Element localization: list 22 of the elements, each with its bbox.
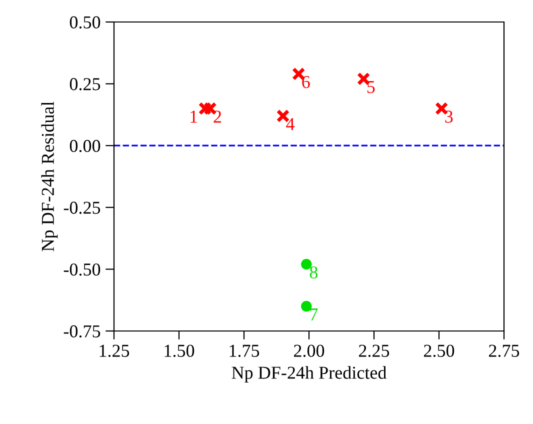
x-tick-label: 2.25	[358, 344, 390, 357]
x-tick-label: 2.00	[294, 344, 324, 357]
annotation: 5	[367, 81, 375, 94]
annotation: 8	[310, 266, 318, 278]
point	[301, 300, 312, 312]
annotation: 4	[286, 118, 295, 130]
y-tick-label: -0.25	[64, 202, 100, 214]
x-axis-title: Np DF-24h Predicted	[232, 366, 387, 382]
y-tick-label: 0.25	[70, 78, 100, 90]
x-tick-label: 1.75	[230, 344, 260, 357]
y-tick-label: -0.50	[64, 263, 100, 276]
x-tick-label: 2.50	[424, 344, 454, 357]
annotation: 6	[302, 76, 310, 88]
annotation: 1	[190, 110, 197, 123]
y-tick-label: -0.75	[64, 325, 100, 338]
annotation: 7	[310, 308, 318, 320]
y-tick-label: 0.00	[70, 140, 100, 152]
x-tick-label: 1.25	[100, 344, 130, 357]
x-tick-label: 2.75	[488, 344, 520, 357]
x-tick-label: 1.50	[164, 344, 194, 357]
y-axis-title: Np DF-24h Residual	[41, 102, 58, 252]
y-tick-label: 0.50	[70, 16, 100, 29]
